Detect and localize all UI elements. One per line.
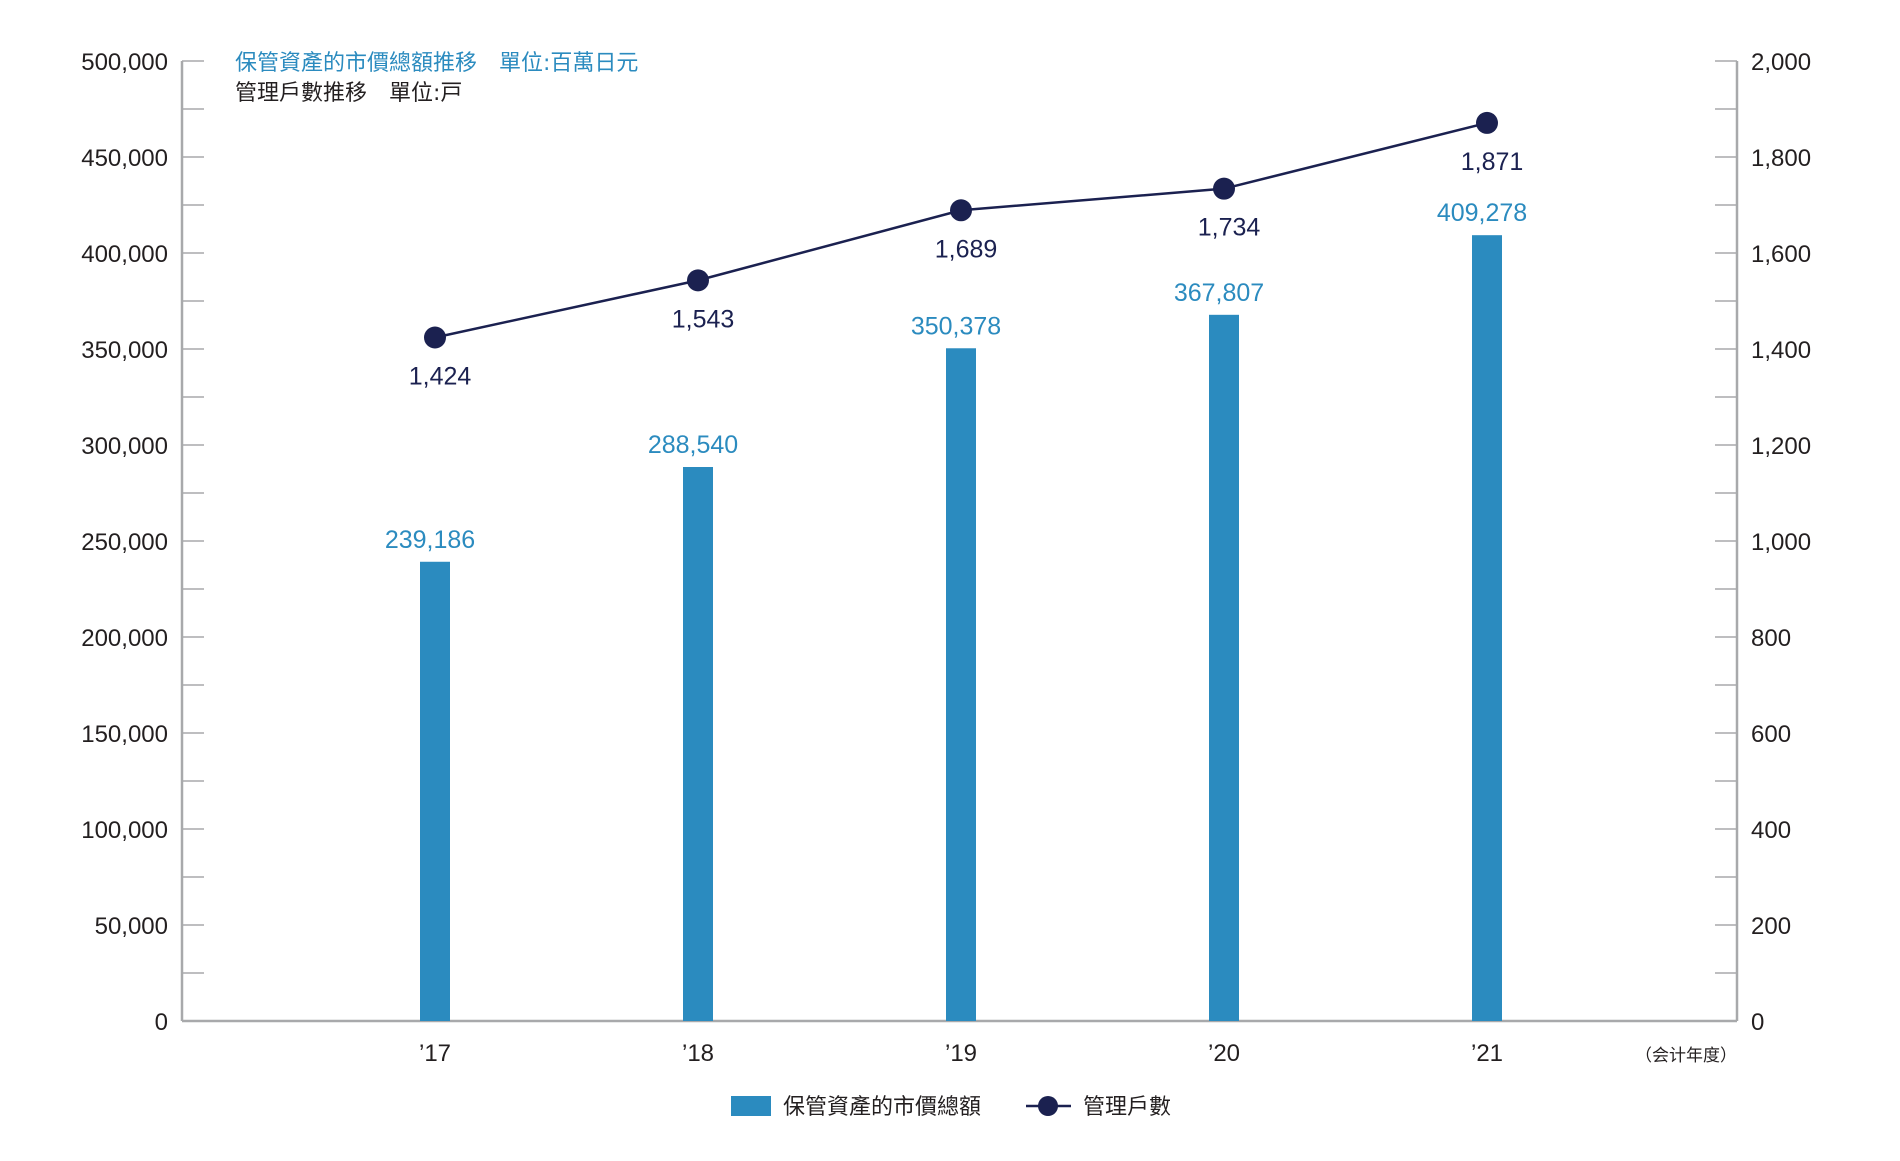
line-data-label: 1,689 [935,235,998,263]
y-left-tick-label: 200,000 [81,625,168,652]
bar-data-label: 367,807 [1174,279,1264,307]
bar-data-label: 288,540 [648,431,738,459]
line-point [1213,177,1235,200]
x-unit-label: （会计年度） [1635,1046,1737,1066]
legend: 保管資產的市價總額 管理戶數 [731,1095,1171,1120]
line-point [1476,111,1498,134]
note-line-title: 管理戶數推移 單位:戸 [235,81,462,106]
y-right-tick-label: 400 [1751,817,1791,844]
x-tick-label: ’21 [1471,1040,1503,1067]
bar [420,561,450,1021]
line-data-label: 1,424 [409,362,472,390]
legend-bar-swatch [731,1096,771,1116]
y-left-tick-label: 300,000 [81,433,168,460]
x-tick-label: ’20 [1208,1040,1240,1067]
y-left-tick-label: 0 [155,1009,168,1036]
y-right-tick-label: 600 [1751,721,1791,748]
line-data-label: 1,871 [1461,148,1524,176]
bar-data-label: 239,186 [385,526,475,554]
line-point [950,199,972,222]
legend-line-label: 管理戶數 [1083,1095,1171,1120]
x-tick-label: ’19 [945,1040,977,1067]
bar [946,348,976,1021]
bar-data-label: 350,378 [911,312,1001,340]
line-data-label: 1,543 [672,305,735,333]
note-bar-title: 保管資產的市價總額推移 單位:百萬日元 [235,51,638,76]
y-right-tick-label: 1,600 [1751,241,1811,268]
y-right-tick-label: 1,000 [1751,529,1811,556]
y-right-tick-label: 2,000 [1751,49,1811,76]
line-data-label: 1,734 [1198,214,1261,242]
bar [1472,235,1502,1022]
legend-line-marker [1038,1096,1058,1116]
y-left-tick-label: 250,000 [81,529,168,556]
y-right-tick-label: 1,200 [1751,433,1811,460]
y-right-tick-label: 800 [1751,625,1791,652]
y-right-tick-label: 1,400 [1751,337,1811,364]
bars: 239,186 288,540 350,378 367,807 409,278 [385,199,1527,1022]
line-point [687,269,709,292]
y-left-tick-label: 100,000 [81,817,168,844]
y-left-tick-label: 150,000 [81,721,168,748]
bar [683,467,713,1022]
x-tick-label: ’18 [682,1040,714,1067]
y-left-tick-label: 50,000 [95,913,168,940]
y-left-tick-label: 350,000 [81,337,168,364]
y-left-tick-label: 400,000 [81,241,168,268]
y-left-tick-label: 450,000 [81,145,168,172]
legend-bar-label: 保管資產的市價總額 [783,1095,981,1120]
x-tick-label: ’17 [419,1040,451,1067]
bar [1209,314,1239,1021]
line-series: 1,424 1,543 1,689 1,734 1,871 [409,111,1524,390]
line-path [434,121,1488,339]
bar-data-label: 409,278 [1437,199,1527,227]
y-right-tick-label: 200 [1751,913,1791,940]
axes: 0 50,000 100,000 150,000 200,000 250,000 300,0… [81,49,1811,1067]
line-point [424,326,446,349]
y-right-tick-label: 1,800 [1751,145,1811,172]
y-left-tick-label: 500,000 [81,49,168,76]
y-right-tick-label: 0 [1751,1009,1764,1036]
